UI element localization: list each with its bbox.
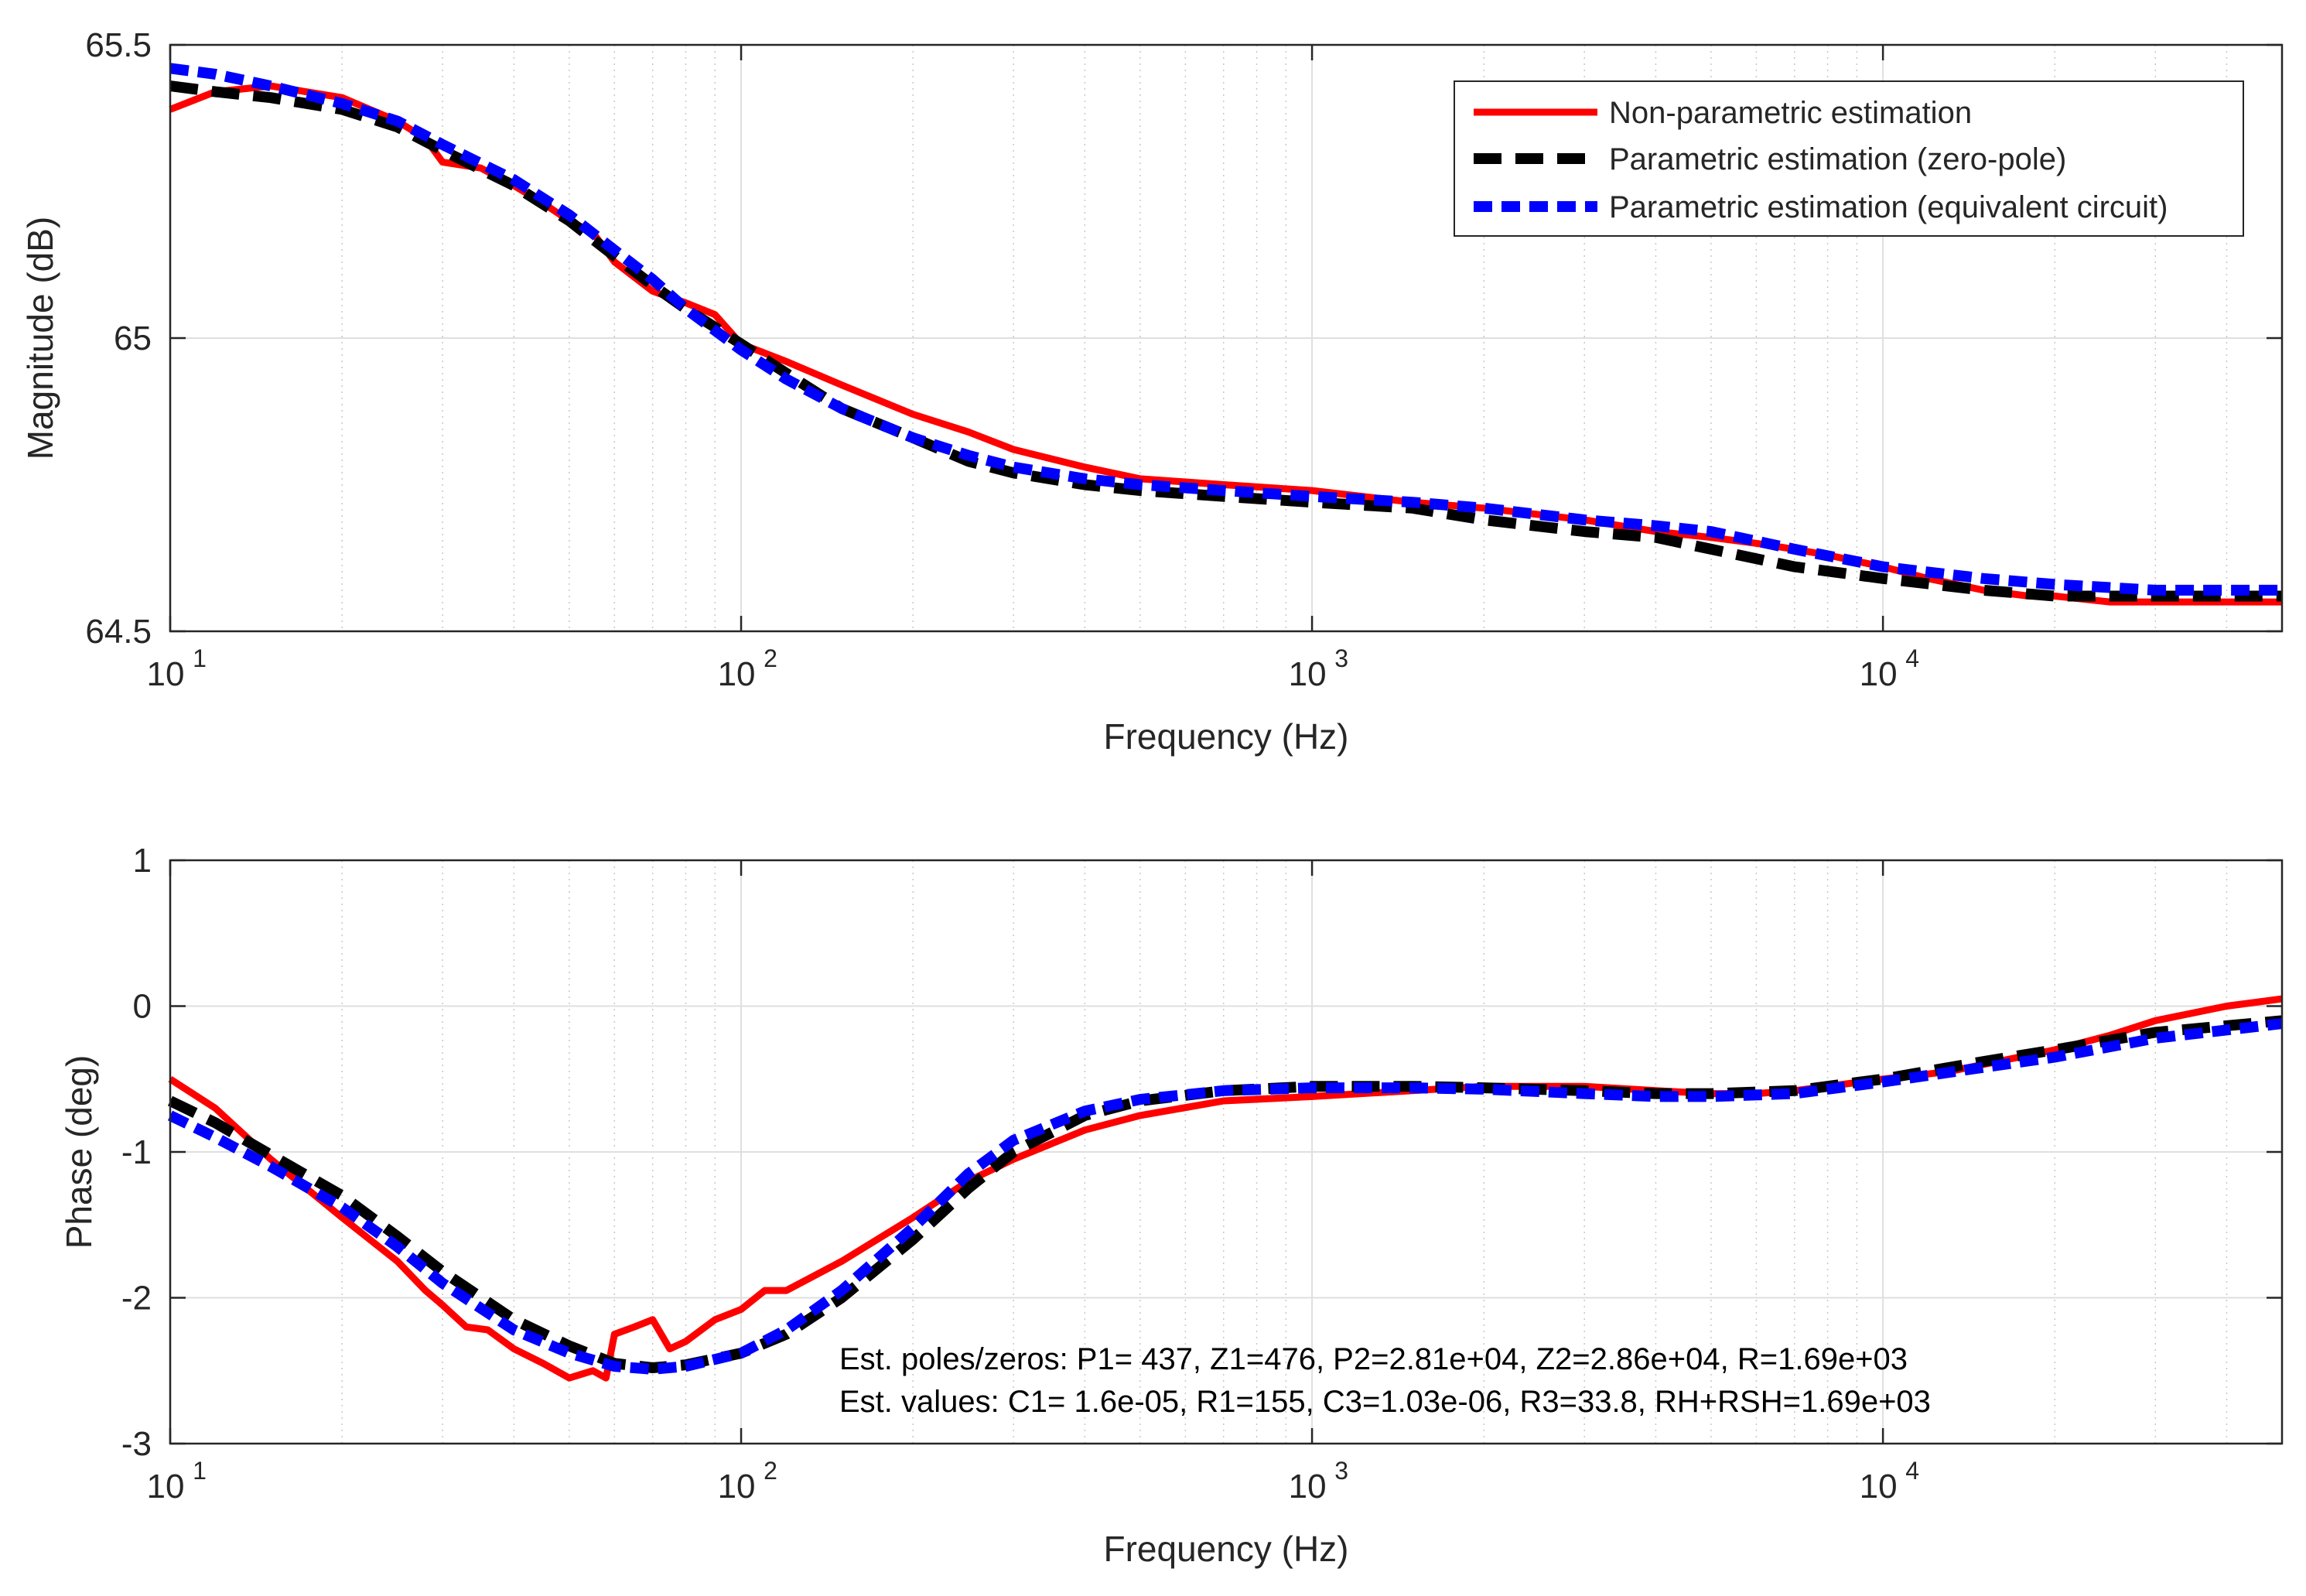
magnitude-x-tick-label-exponent: 4 bbox=[1905, 644, 1919, 672]
magnitude-series bbox=[169, 63, 2282, 606]
phase-x-axis-label: Frequency (Hz) bbox=[1104, 1529, 1349, 1569]
phase-x-tick-label: 10 bbox=[1289, 1468, 1327, 1505]
magnitude-y-tick-label: 65.5 bbox=[85, 26, 152, 64]
magnitude-y-tick-label: 65 bbox=[114, 320, 152, 357]
magnitude-x-tick-label: 10 bbox=[1860, 655, 1898, 693]
magnitude-x-axis-label: Frequency (Hz) bbox=[1104, 716, 1349, 757]
phase-annotation-poles-zeros: Est. poles/zeros: P1= 437, Z1=476, P2=2.… bbox=[839, 1342, 1908, 1376]
phase-series-non-parametric bbox=[168, 995, 2283, 1382]
phase-x-tick-labels: 10 1 10 2 10 3 10 4 bbox=[147, 1457, 1920, 1505]
magnitude-x-tick-labels: 10 1 10 2 10 3 10 4 bbox=[147, 644, 1920, 693]
phase-y-axis-label: Phase (deg) bbox=[59, 1055, 99, 1249]
phase-y-tick-label: -3 bbox=[121, 1425, 152, 1463]
phase-x-tick-label: 10 bbox=[147, 1468, 185, 1505]
legend-label-non-parametric: Non-parametric estimation bbox=[1609, 96, 1972, 130]
phase-y-tick-label: -1 bbox=[121, 1133, 152, 1171]
legend-label-equivalent-circuit: Parametric estimation (equivalent circui… bbox=[1609, 190, 2168, 224]
phase-series bbox=[167, 995, 2283, 1382]
magnitude-ticks bbox=[169, 43, 2282, 633]
magnitude-y-axis-label: Magnitude (dB) bbox=[20, 217, 60, 460]
phase-x-tick-label: 10 bbox=[1860, 1468, 1898, 1505]
phase-y-tick-label: 0 bbox=[133, 988, 152, 1026]
magnitude-series-equivalent-circuit bbox=[169, 63, 2282, 596]
legend-label-zero-pole: Parametric estimation (zero-pole) bbox=[1609, 142, 2066, 176]
phase-ticks bbox=[169, 859, 2282, 1445]
phase-plot: 10 1 10 2 10 3 10 4 -3-2-101 Frequency (Hz) Pha… bbox=[59, 842, 2284, 1569]
magnitude-x-tick-label-exponent: 3 bbox=[1334, 644, 1348, 672]
phase-y-tick-label: -2 bbox=[121, 1280, 152, 1317]
magnitude-y-tick-labels: 64.5 65 65.5 bbox=[85, 26, 152, 651]
magnitude-series-zero-pole bbox=[169, 80, 2282, 602]
phase-y-tick-labels: -3 -2 -1 0 1 bbox=[121, 842, 152, 1463]
legend: Non-parametric estimation Parametric est… bbox=[1454, 80, 2244, 237]
magnitude-x-tick-label: 10 bbox=[718, 655, 756, 693]
magnitude-x-tick-label: 10 bbox=[147, 655, 185, 693]
magnitude-x-tick-label-exponent: 2 bbox=[764, 644, 777, 672]
magnitude-x-tick-label: 10 bbox=[1289, 655, 1327, 693]
magnitude-x-tick-label-exponent: 1 bbox=[193, 644, 207, 672]
magnitude-y-tick-label: 64.5 bbox=[85, 613, 152, 651]
phase-x-tick-label-exponent: 2 bbox=[764, 1457, 777, 1485]
phase-series-equivalent-circuit bbox=[167, 1018, 2283, 1375]
phase-x-tick-label: 10 bbox=[718, 1468, 756, 1505]
phase-annotation-values: Est. values: C1= 1.6e-05, R1=155, C3=1.0… bbox=[839, 1385, 1931, 1419]
phase-y-tick-label: 1 bbox=[133, 842, 152, 880]
phase-x-tick-label-exponent: 3 bbox=[1334, 1457, 1348, 1485]
phase-x-tick-label-exponent: 1 bbox=[193, 1457, 207, 1485]
phase-x-tick-label-exponent: 4 bbox=[1905, 1457, 1919, 1485]
